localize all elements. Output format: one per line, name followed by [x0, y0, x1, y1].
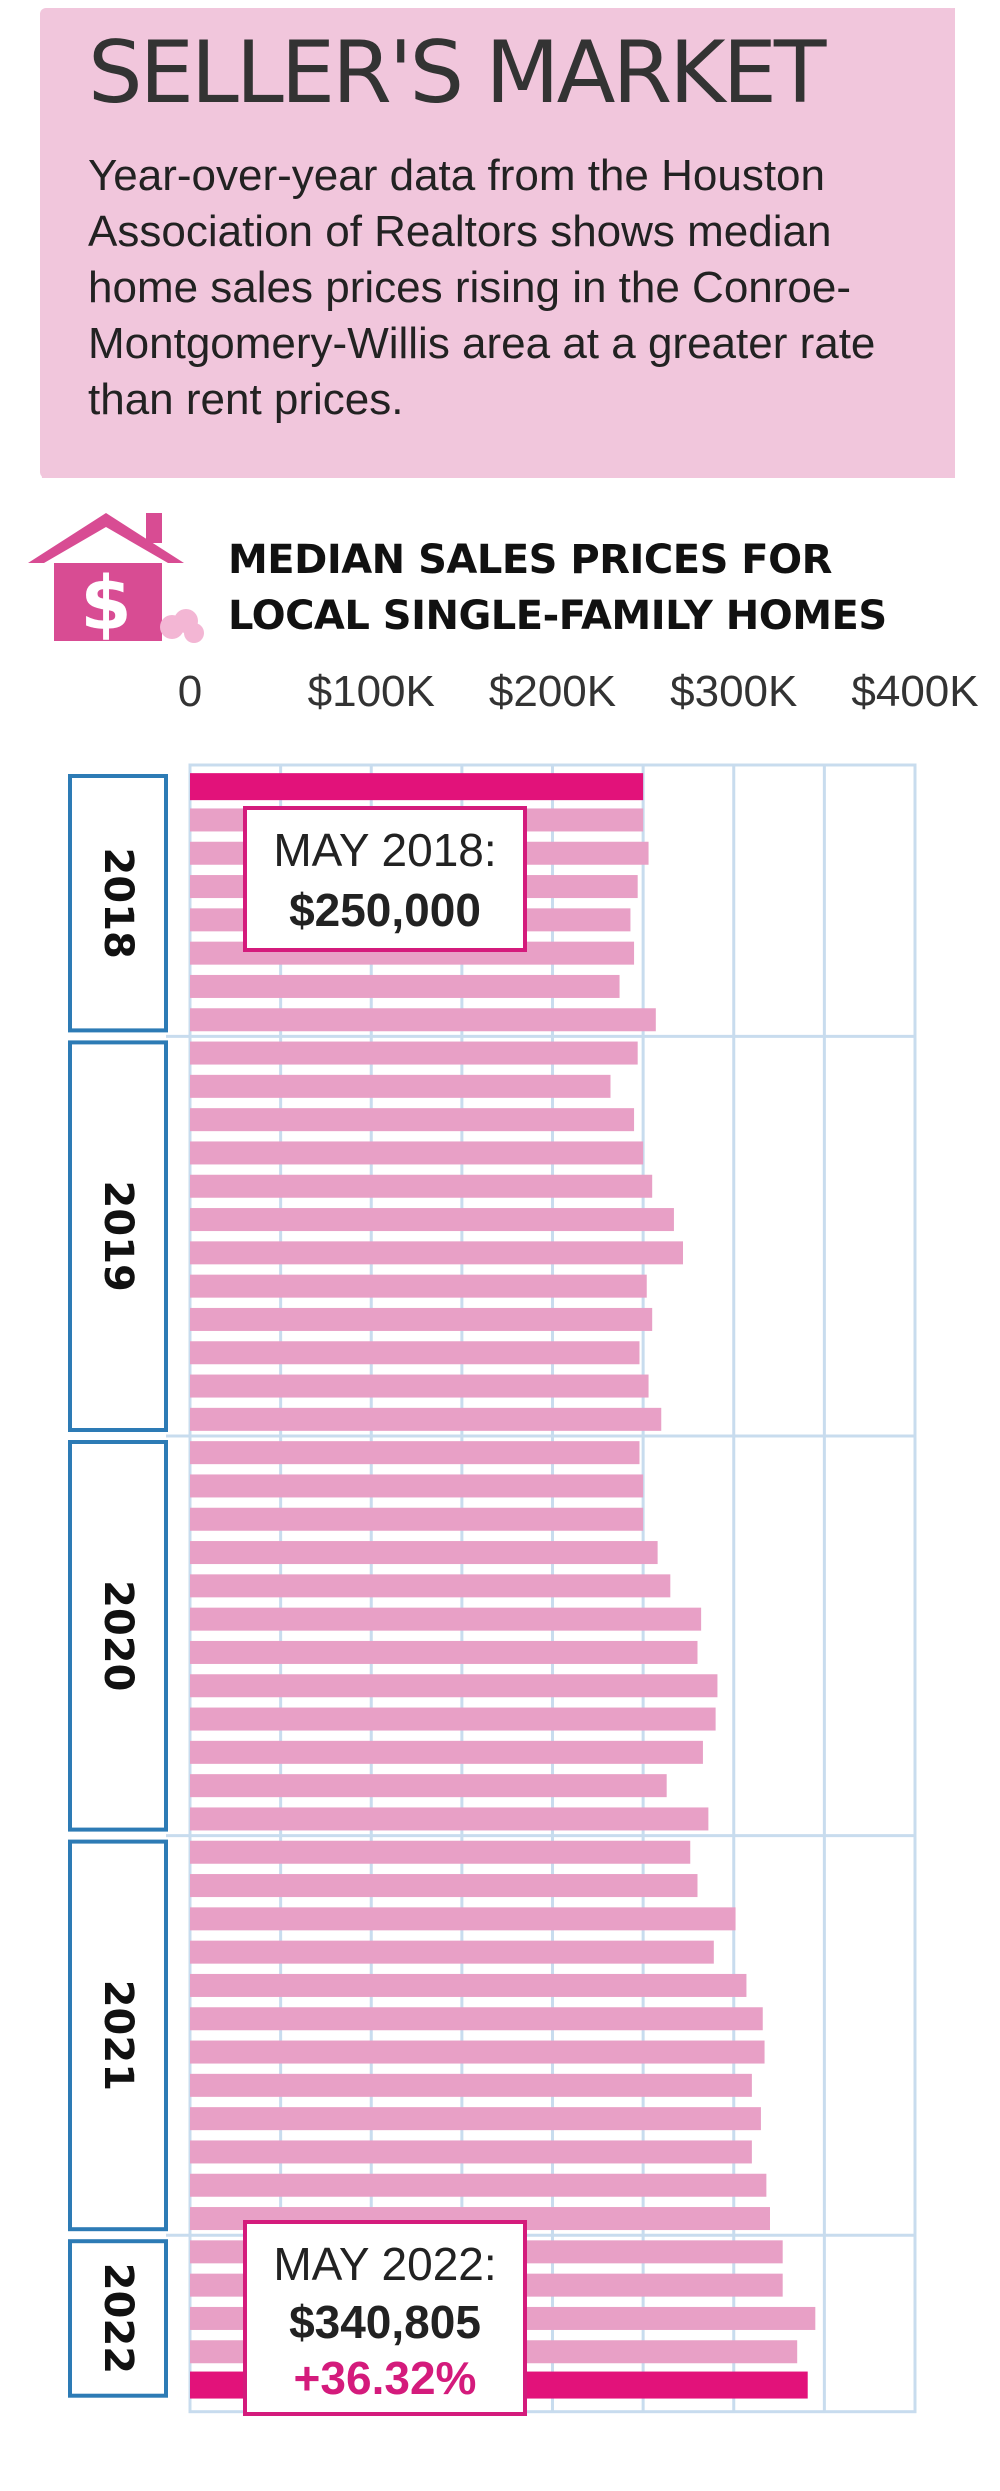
bar [190, 2107, 761, 2131]
bar [190, 1907, 736, 1931]
bar [190, 1740, 703, 1764]
header-box [40, 8, 955, 478]
header-description: Year-over-year data from the Houston Ass… [88, 151, 876, 424]
year-label: 2019 [95, 1181, 141, 1292]
svg-text:$: $ [80, 561, 132, 645]
bar [190, 1141, 644, 1165]
bar [190, 1108, 635, 1132]
year-group-box [68, 2239, 168, 2398]
callout-end-box [243, 2220, 527, 2416]
bar [190, 1607, 702, 1631]
callout-end-label: MAY 2022: [273, 2238, 496, 2290]
bar [190, 1973, 747, 1997]
bar [190, 2040, 765, 2064]
bar [190, 2007, 763, 2031]
bar [190, 1640, 698, 1664]
bar [190, 1674, 718, 1698]
bar [190, 1274, 647, 1298]
callout-end-change: +36.32% [294, 2352, 477, 2404]
bar [190, 1441, 640, 1465]
bar [190, 1174, 653, 1198]
bar [190, 1807, 709, 1831]
callout-start-label: MAY 2018: [273, 824, 496, 876]
x-tick-label: $200K [489, 667, 616, 716]
x-tick-label: $300K [670, 667, 797, 716]
bar [190, 1774, 667, 1798]
year-group-box [68, 1040, 168, 1433]
bar [190, 2073, 752, 2097]
callout-end-value: $340,805 [289, 2296, 481, 2348]
bar [190, 1374, 649, 1398]
bar [190, 1074, 611, 1098]
bar [190, 2140, 752, 2164]
bar-highlight [190, 773, 644, 801]
x-tick-label: 0 [178, 667, 202, 716]
bar [190, 1208, 674, 1232]
bar [190, 2173, 767, 2197]
bar [190, 1041, 638, 1065]
callout-start-value: $250,000 [289, 884, 481, 936]
bar [190, 1241, 683, 1265]
bar [190, 1574, 671, 1598]
bar [190, 1407, 662, 1431]
chart-title-line-1: MEDIAN SALES PRICES FOR [228, 537, 832, 583]
bar [190, 1341, 640, 1365]
year-label: 2021 [95, 1980, 141, 2091]
bar [190, 1707, 716, 1731]
bar [190, 1940, 714, 1964]
bar [190, 1307, 653, 1331]
year-group-box [68, 1839, 168, 2232]
chart-title-line-2: LOCAL SINGLE-FAMILY HOMES [228, 593, 887, 639]
bar [190, 1008, 656, 1032]
year-label: 2018 [95, 848, 141, 959]
year-label: 2020 [95, 1580, 141, 1691]
page-title: SELLER'S MARKET [88, 23, 826, 123]
bar [190, 1840, 691, 1864]
bar [190, 1874, 698, 1898]
bar [190, 1474, 644, 1498]
year-label: 2022 [95, 2263, 141, 2374]
year-group-box [68, 774, 168, 1033]
chart-title: MEDIAN SALES PRICES FOR LOCAL SINGLE-FAM… [228, 532, 887, 644]
bar [190, 1541, 658, 1565]
x-tick-label: $100K [308, 667, 435, 716]
callout-start-box [243, 806, 527, 952]
x-tick-label: $400K [851, 667, 978, 716]
bar [190, 974, 620, 998]
header-torn-edges [40, 8, 955, 478]
year-group-box [68, 1440, 168, 1832]
house-dollar-icon: $ [28, 513, 204, 645]
bar [190, 1507, 644, 1531]
